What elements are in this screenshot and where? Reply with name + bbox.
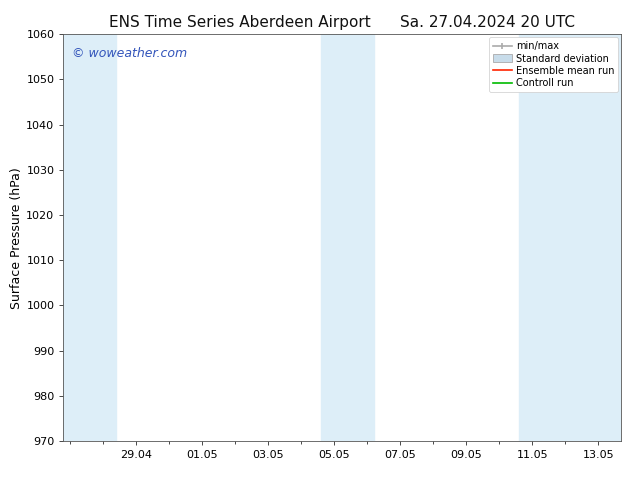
Legend: min/max, Standard deviation, Ensemble mean run, Controll run: min/max, Standard deviation, Ensemble me…: [489, 37, 618, 92]
Title: ENS Time Series Aberdeen Airport      Sa. 27.04.2024 20 UTC: ENS Time Series Aberdeen Airport Sa. 27.…: [109, 15, 576, 30]
Bar: [63, 34, 116, 441]
Bar: [321, 34, 373, 441]
Bar: [519, 34, 621, 441]
Y-axis label: Surface Pressure (hPa): Surface Pressure (hPa): [11, 167, 23, 309]
Text: © woweather.com: © woweather.com: [72, 47, 187, 59]
